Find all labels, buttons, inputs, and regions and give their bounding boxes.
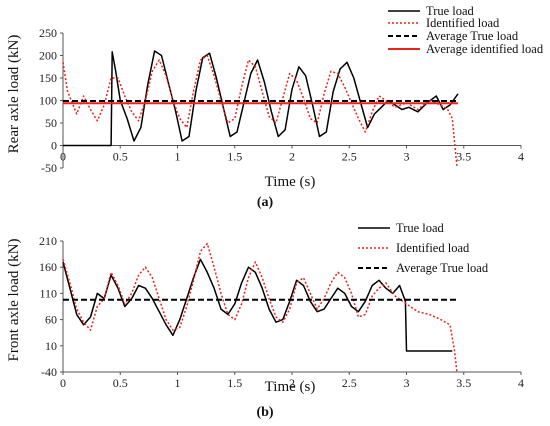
panel-a-xtick-label: 2 <box>289 150 295 164</box>
panel-a-xtick-label: 4 <box>518 150 524 164</box>
panel-a-ytick-label: 200 <box>39 49 57 63</box>
panel-b-xtick-label: 4 <box>518 376 524 390</box>
legend-label-true-load: True load <box>426 4 475 18</box>
panel-b-ytick-label: 210 <box>39 234 57 248</box>
panel-b-xtick-label: 1.5 <box>227 376 242 390</box>
panel-b-xtick-label: 3.5 <box>456 376 471 390</box>
panel-a-caption: (a) <box>257 195 274 210</box>
panel-b-ylabel: Front axle load (kN) <box>6 239 22 362</box>
panel-a-ytick-label: 0 <box>51 139 57 153</box>
panel-a-ytick-label: 50 <box>45 116 57 130</box>
panel-a-chart: Rear axle load (kN) Time (s) (a) True lo… <box>6 4 544 210</box>
legend-label-identified-load: Identified load <box>426 16 500 30</box>
panel-a-xlabel: Time (s) <box>265 174 316 190</box>
legend-label-average-true-load-b: Average True load <box>396 261 489 275</box>
panel-b-series-true-load <box>62 258 453 352</box>
panel-b-ytick-label: 110 <box>39 286 57 300</box>
panel-b-xtick-label: 2.5 <box>342 376 357 390</box>
panel-b-xtick-label: 0.5 <box>113 376 128 390</box>
panel-a-xtick-label: 1 <box>175 150 181 164</box>
panel-b-legend: True load Identified load Average True l… <box>358 221 489 275</box>
panel-b-xtick-label: 0 <box>60 376 66 390</box>
panel-a-xtick-label: 0.5 <box>113 150 128 164</box>
panel-a-ylabel: Rear axle load (kN) <box>6 35 22 154</box>
legend-label-average-identified-load: Average identified load <box>426 42 544 56</box>
panel-b-xtick-label: 3 <box>404 376 410 390</box>
panel-a-ytick-label: 250 <box>39 26 57 40</box>
panel-b-ytick-label: 60 <box>45 313 57 327</box>
panel-b-chart: Front axle load (kN) Time (s) (b) True l… <box>6 221 524 420</box>
panel-b-xtick-label: 2 <box>289 376 295 390</box>
panel-a-ytick-label: -50 <box>41 161 57 175</box>
panel-b-series-identified-load <box>62 242 458 373</box>
panel-a-xtick-label: 1.5 <box>227 150 242 164</box>
panel-b-ytick-label: 160 <box>39 260 57 274</box>
panel-b-ytick-label: -40 <box>41 365 57 379</box>
panel-a-xtick-label: 3 <box>404 150 410 164</box>
panel-a-legend: True load Identified load Average True l… <box>388 4 544 56</box>
panel-b-xtick-label: 1 <box>175 376 181 390</box>
panel-a-xtick-label: 3.5 <box>456 150 471 164</box>
panel-a-series-true-load <box>63 50 459 147</box>
panel-a-xtick-label: 2.5 <box>342 150 357 164</box>
panel-a-ytick-label: 100 <box>39 94 57 108</box>
panel-b-caption: (b) <box>256 405 273 420</box>
panel-a-ytick-label: 150 <box>39 71 57 85</box>
panel-b-xlabel: Time (s) <box>265 379 316 395</box>
legend-label-identified-load-b: Identified load <box>396 241 470 255</box>
panel-b-ytick-label: 10 <box>45 339 57 353</box>
legend-label-average-true-load: Average True load <box>426 29 519 43</box>
legend-label-true-load-b: True load <box>396 221 445 235</box>
panel-a-xtick-label: 0 <box>60 150 66 164</box>
